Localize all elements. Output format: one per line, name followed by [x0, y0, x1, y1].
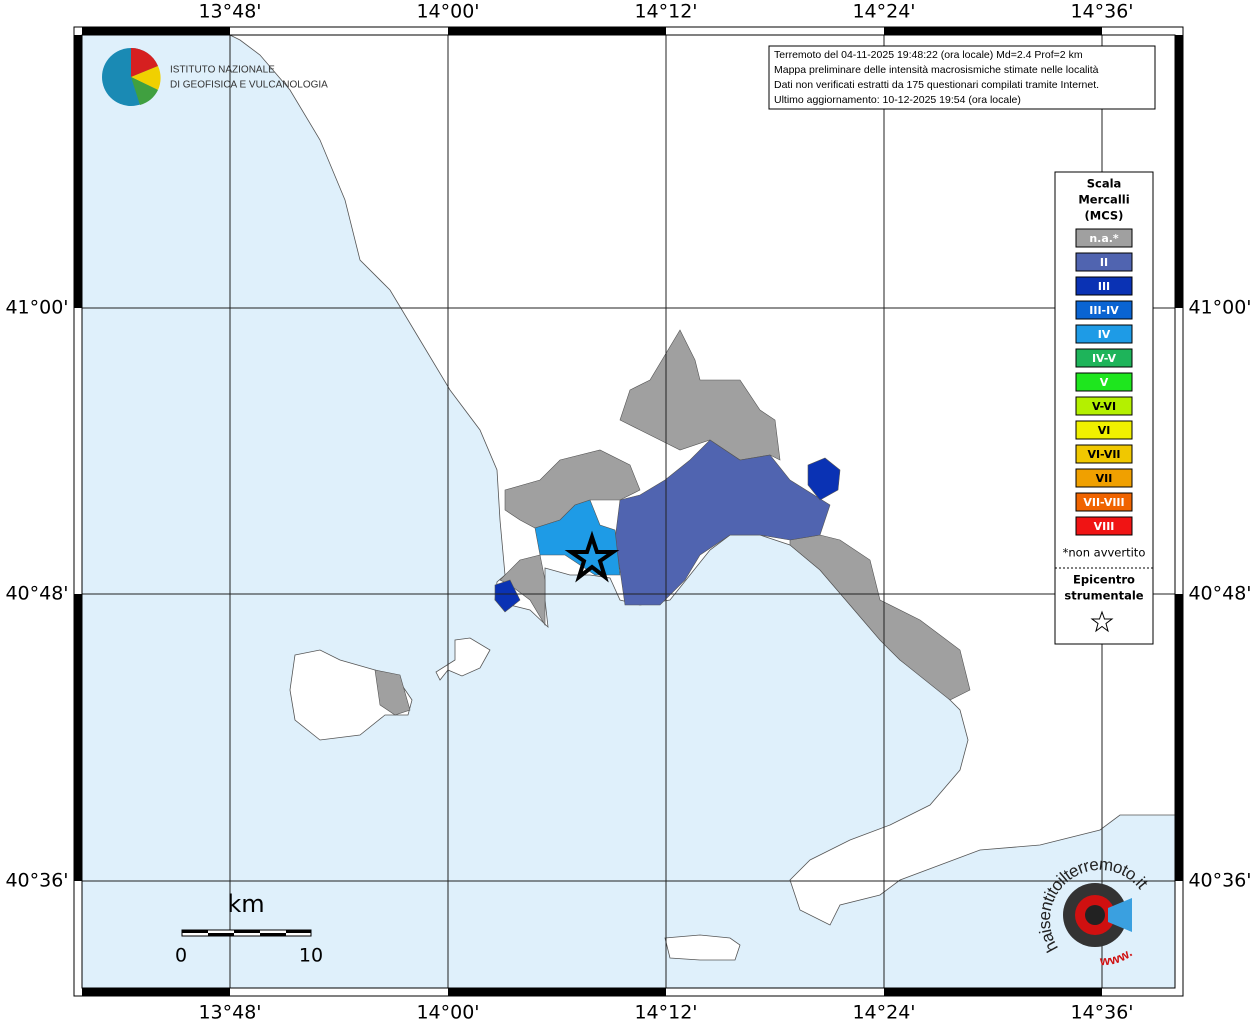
lat-label: 40°36' [5, 870, 68, 892]
frame-bar [448, 27, 666, 35]
coordinate-labels: 13°48' 13°48' 14°00' 14°00' 14°12' 14°12' 14°2… [5, 1, 1251, 1024]
graticule [82, 35, 1175, 988]
lon-label: 14°36' [1070, 1002, 1133, 1024]
area-na [789, 534, 971, 701]
legend-label: VI-VII [1087, 448, 1120, 461]
info-line: Mappa preliminare delle intensità macros… [774, 64, 1099, 76]
area-na [504, 449, 641, 529]
legend-star [1090, 610, 1114, 633]
legend-swatch [1075, 372, 1133, 392]
scale-label: 10 [299, 945, 323, 967]
frame-bar [82, 988, 230, 996]
lat-label: 40°48' [1188, 583, 1251, 605]
lat-label: 40°48' [5, 583, 68, 605]
legend-swatch [1075, 348, 1133, 368]
legend-swatch [1075, 276, 1133, 296]
frame-bar [884, 988, 1102, 996]
legend-label: V-VI [1092, 400, 1116, 413]
legend-swatch [1075, 468, 1133, 488]
frame-bar [1175, 35, 1183, 308]
frame-bar [1175, 594, 1183, 881]
info-line: Dati non verificati estratti da 175 ques… [774, 79, 1099, 91]
legend-label: VII-VIII [1083, 496, 1124, 509]
legend-swatch [1075, 420, 1133, 440]
area-na [374, 669, 411, 716]
capri [664, 934, 741, 961]
legend-label: VII [1096, 472, 1113, 485]
area-ii [614, 439, 831, 606]
procida [435, 637, 491, 681]
frame-bar [884, 27, 1102, 35]
frame-bar [82, 27, 230, 35]
legend-swatch [1075, 324, 1133, 344]
info-line: Terremoto del 04-11-2025 19:48:22 (ora l… [774, 49, 1083, 61]
legend-title: (MCS) [1085, 209, 1124, 223]
lon-label: 13°48' [198, 1, 261, 23]
ingv-logo: ISTITUTO NAZIONALE DI GEOFISICA E VULCAN… [102, 47, 328, 106]
scale-bar-segment [260, 933, 286, 936]
legend-swatch [1075, 252, 1133, 272]
legend-swatch [1075, 492, 1133, 512]
legend-label: VI [1098, 424, 1111, 437]
lon-label: 14°12' [634, 1002, 697, 1024]
legend-title: Mercalli [1078, 193, 1129, 207]
legend-label: II [1100, 256, 1108, 269]
lon-label: 14°36' [1070, 1, 1133, 23]
lon-label: 14°24' [852, 1, 915, 23]
legend-epicenter: Epicentro [1073, 573, 1135, 587]
frame-bar [74, 35, 82, 308]
legend-epicenter: strumentale [1064, 589, 1143, 603]
legend-swatch [1075, 444, 1133, 464]
legend-label: VIII [1094, 520, 1115, 533]
logo-segment [131, 47, 158, 77]
felt-areas [374, 329, 971, 716]
scale-bar: km 0 10 [175, 890, 323, 967]
lon-label: 14°00' [416, 1002, 479, 1024]
logo-target [1085, 905, 1105, 925]
info-line: Ultimo aggiornamento: 10-12-2025 19:54 (… [774, 94, 1021, 106]
legend-swatch [1075, 300, 1133, 320]
lat-label: 41°00' [5, 297, 68, 319]
legend-label: III-IV [1089, 304, 1119, 317]
frame [73, 26, 1184, 997]
legend-label: n.a.* [1089, 232, 1119, 245]
epicenter-star [564, 530, 620, 583]
info-box-frame [768, 45, 1156, 110]
info-box: Terremoto del 04-11-2025 19:48:22 (ora l… [768, 45, 1156, 110]
legend-swatch [1075, 516, 1133, 536]
logo-segment [131, 77, 158, 105]
logo-speaker [1108, 898, 1132, 932]
area-iii [494, 579, 521, 613]
legend-swatch [1075, 396, 1133, 416]
legend-note: *non avvertito [1063, 546, 1146, 560]
legend-swatch [1075, 228, 1133, 248]
scale-bar-segment [208, 933, 234, 936]
legend: *non avvertito Epicentro strumentale Sca… [1054, 171, 1154, 645]
area-iii [807, 457, 841, 501]
lon-label: 14°24' [852, 1002, 915, 1024]
area-na [619, 329, 781, 461]
legend-label: V [1100, 376, 1109, 389]
logo-segment [131, 66, 161, 90]
lat-label: 41°00' [1188, 297, 1251, 319]
scale-label: 0 [175, 945, 187, 967]
scale-bar-segment [286, 930, 311, 933]
logo-text: DI GEOFISICA E VULCANOLOGIA [170, 80, 328, 91]
legend-label: IV [1098, 328, 1111, 341]
lon-label: 14°12' [634, 1, 697, 23]
frame-bar [448, 988, 666, 996]
legend-label: III [1098, 280, 1110, 293]
legend-label: IV-V [1092, 352, 1117, 365]
lon-label: 14°00' [416, 1, 479, 23]
lat-label: 40°36' [1188, 870, 1251, 892]
scale-unit: km [227, 890, 264, 918]
legend-title: Scala [1087, 177, 1122, 191]
frame-bar [74, 594, 82, 881]
logo-text: ISTITUTO NAZIONALE [170, 65, 275, 76]
lon-label: 13°48' [198, 1002, 261, 1024]
area-iv [534, 499, 621, 576]
scale-bar-segment [234, 930, 260, 933]
scale-bar-segment [182, 930, 208, 933]
